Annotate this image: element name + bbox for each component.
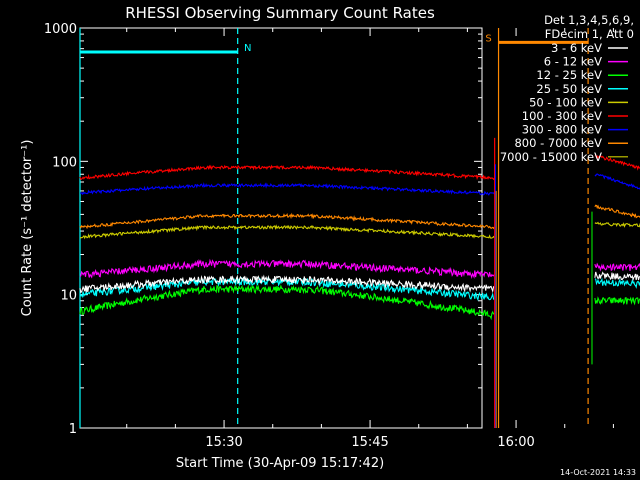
series-line xyxy=(79,258,495,279)
plot-frame xyxy=(79,27,483,429)
series-line xyxy=(79,284,495,321)
y-tick-label: 1 xyxy=(69,422,77,437)
legend-entry-label: 50 - 100 keV xyxy=(529,95,602,109)
y-tick-label: 10 xyxy=(60,289,77,304)
x-tick-label: 15:30 xyxy=(205,435,242,450)
series-line xyxy=(594,221,640,228)
legend-entry-label: 800 - 7000 keV xyxy=(514,136,602,150)
flag-label: N xyxy=(244,43,251,54)
y-axis-label: Count Rate (s⁻¹ detector⁻¹) xyxy=(20,140,35,317)
legend: Det 1,3,4,5,6,9, FDecim 1, Att 0 3 - 6 k… xyxy=(500,13,634,164)
series-line xyxy=(79,276,495,302)
flag-label: S xyxy=(485,33,491,44)
y-tick-label: 1000 xyxy=(44,22,77,37)
series-line xyxy=(594,262,640,272)
x-tick-label: 16:00 xyxy=(497,435,534,450)
series-line xyxy=(79,224,495,240)
legend-entry-label: 12 - 25 keV xyxy=(536,68,602,82)
legend-entry-label: 100 - 300 keV xyxy=(522,109,602,123)
series-line xyxy=(594,204,640,219)
footer-date: 14-Oct-2021 14:33 xyxy=(560,468,636,477)
series-line xyxy=(79,164,495,181)
legend-header-line-1: Det 1,3,4,5,6,9, xyxy=(544,13,634,27)
series-line xyxy=(79,212,495,230)
y-tick-label: 100 xyxy=(52,155,77,170)
legend-header-line-2: FDecim 1, Att 0 xyxy=(545,27,634,41)
flag-bars: NS xyxy=(80,33,589,54)
legend-entry-label: 7000 - 15000 keV xyxy=(500,150,602,164)
series-line xyxy=(594,296,640,306)
x-axis-label: Start Time (30-Apr-09 15:17:42) xyxy=(176,456,384,471)
series-line xyxy=(80,182,495,196)
series-group xyxy=(79,137,640,428)
series-line xyxy=(594,277,640,289)
legend-entry-label: 3 - 6 keV xyxy=(551,41,602,55)
series-line xyxy=(594,173,640,190)
y-axis: 1 10 100 1000 xyxy=(44,22,482,437)
legend-entry-label: 6 - 12 keV xyxy=(544,55,602,69)
x-tick-label: 15:45 xyxy=(351,435,388,450)
legend-entry-label: 25 - 50 keV xyxy=(536,82,602,96)
legend-entry-label: 300 - 800 keV xyxy=(522,123,602,137)
series-line xyxy=(79,274,495,294)
chart-title: RHESSI Observing Summary Count Rates xyxy=(125,4,435,22)
